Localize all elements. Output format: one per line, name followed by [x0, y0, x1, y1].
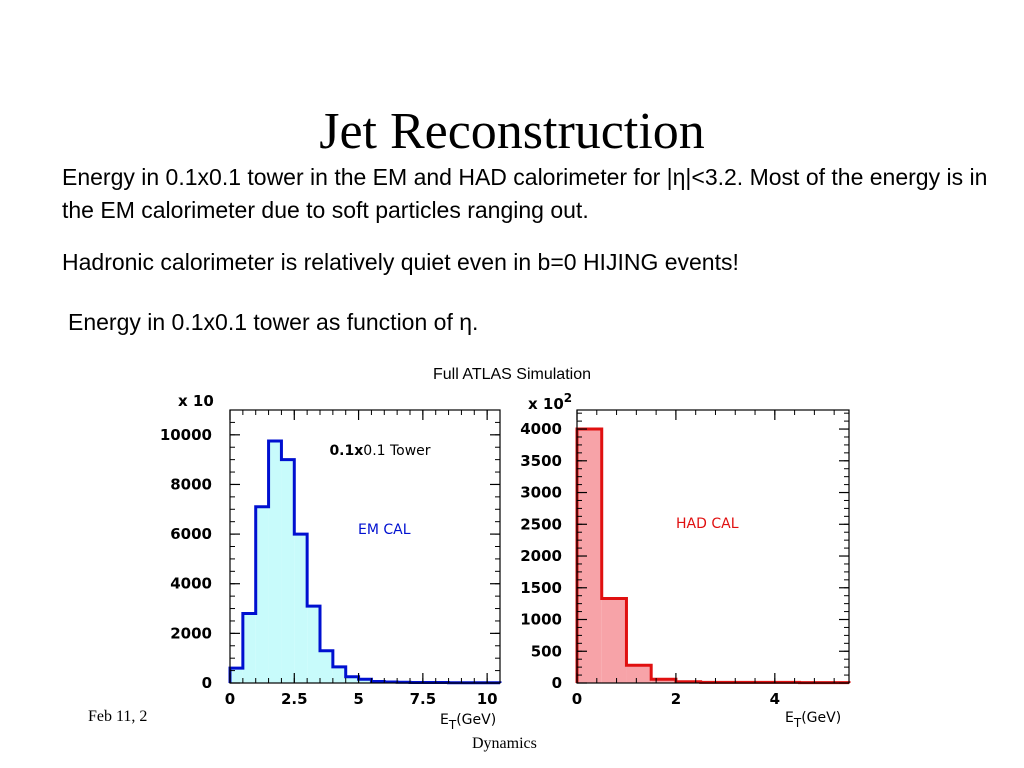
y-tick-label: 2000: [170, 624, 212, 642]
y-tick-label: 3500: [520, 452, 562, 470]
scale-label: x 10: [178, 392, 214, 410]
histogram-bar: [281, 459, 295, 683]
histogram-bar: [307, 606, 320, 683]
histogram-bar: [242, 613, 256, 683]
histogram-bar: [332, 666, 346, 683]
x-tick-label: 7.5: [410, 690, 437, 708]
y-tick-label: 6000: [170, 525, 212, 543]
histogram-bar: [651, 679, 676, 683]
histogram-bar: [230, 668, 243, 683]
histogram-em-cal: 0 2000 4000 6000 8000 10000 0 2.5 5 7.5 10 x 10 0.1x…: [160, 392, 502, 732]
histogram-bar: [268, 441, 282, 683]
histogram-bar: [601, 598, 627, 683]
histogram-bar: [345, 676, 359, 683]
y-tick-label: 1000: [520, 611, 562, 629]
x-axis-label: ET(GeV): [785, 710, 841, 730]
x-axis-label: ET(GeV): [440, 712, 496, 732]
footer-text: Dynamics: [472, 735, 537, 752]
x-tick-label: 2.5: [281, 690, 308, 708]
histogram-had-cal: 0 500 1000 1500 2000 2500 3000 3500 4000 0 2 4 x 102…: [520, 391, 851, 730]
histogram-bar: [626, 665, 652, 683]
y-tick-label: 4000: [170, 575, 212, 593]
x-tick-label: 0: [572, 690, 582, 708]
x-axis-label-subscript: T: [793, 716, 802, 730]
plot-frame: [576, 409, 850, 684]
scale-label: x 102: [528, 391, 572, 413]
x-tick-label: 4: [770, 690, 780, 708]
y-tick-label: 8000: [170, 475, 212, 493]
tower-annotation-rest: 0.1 Tower: [363, 443, 431, 459]
y-tick-label: 10000: [160, 426, 212, 444]
histogram-bar: [294, 534, 308, 683]
paragraph-hadronic-quiet: Hadronic calorimeter is relatively quiet…: [62, 249, 739, 275]
x-axis-label-unit: (GeV): [456, 712, 496, 728]
paragraph-eta-function: Energy in 0.1x0.1 tower as function of η…: [68, 309, 479, 335]
histogram-bar: [320, 650, 333, 683]
series-label: EM CAL: [358, 522, 411, 538]
series-label: HAD CAL: [676, 516, 739, 532]
y-tick-label: 4000: [520, 420, 562, 438]
y-tick-label: 1500: [520, 579, 562, 597]
x-tick-label: 2: [671, 690, 681, 708]
histogram-bar: [255, 506, 269, 683]
y-tick-label: 2000: [520, 547, 562, 565]
y-tick-label: 0: [552, 674, 562, 692]
slide-title: Jet Reconstruction: [319, 103, 705, 160]
y-tick-label: 3000: [520, 484, 562, 502]
x-axis-label-subscript: T: [448, 718, 457, 732]
scale-exponent: 2: [564, 391, 572, 405]
x-tick-label: 0: [225, 690, 235, 708]
histogram-bar: [358, 679, 372, 683]
y-tick-label: 500: [531, 642, 562, 660]
figure-caption: Full ATLAS Simulation: [433, 366, 591, 383]
x-tick-label: 5: [353, 690, 363, 708]
footer-date: Feb 11, 2: [88, 708, 148, 725]
y-tick-label: 2500: [520, 515, 562, 533]
x-tick-label: 10: [477, 690, 498, 708]
x-axis-label-unit: (GeV): [801, 710, 841, 726]
paragraph-calorimeter-energy: Energy in 0.1x0.1 tower in the EM and HA…: [62, 164, 988, 223]
tower-annotation-bold: 0.1x: [329, 443, 363, 459]
tower-annotation: 0.1x0.1 Tower: [329, 443, 430, 459]
y-tick-label: 0: [202, 674, 212, 692]
